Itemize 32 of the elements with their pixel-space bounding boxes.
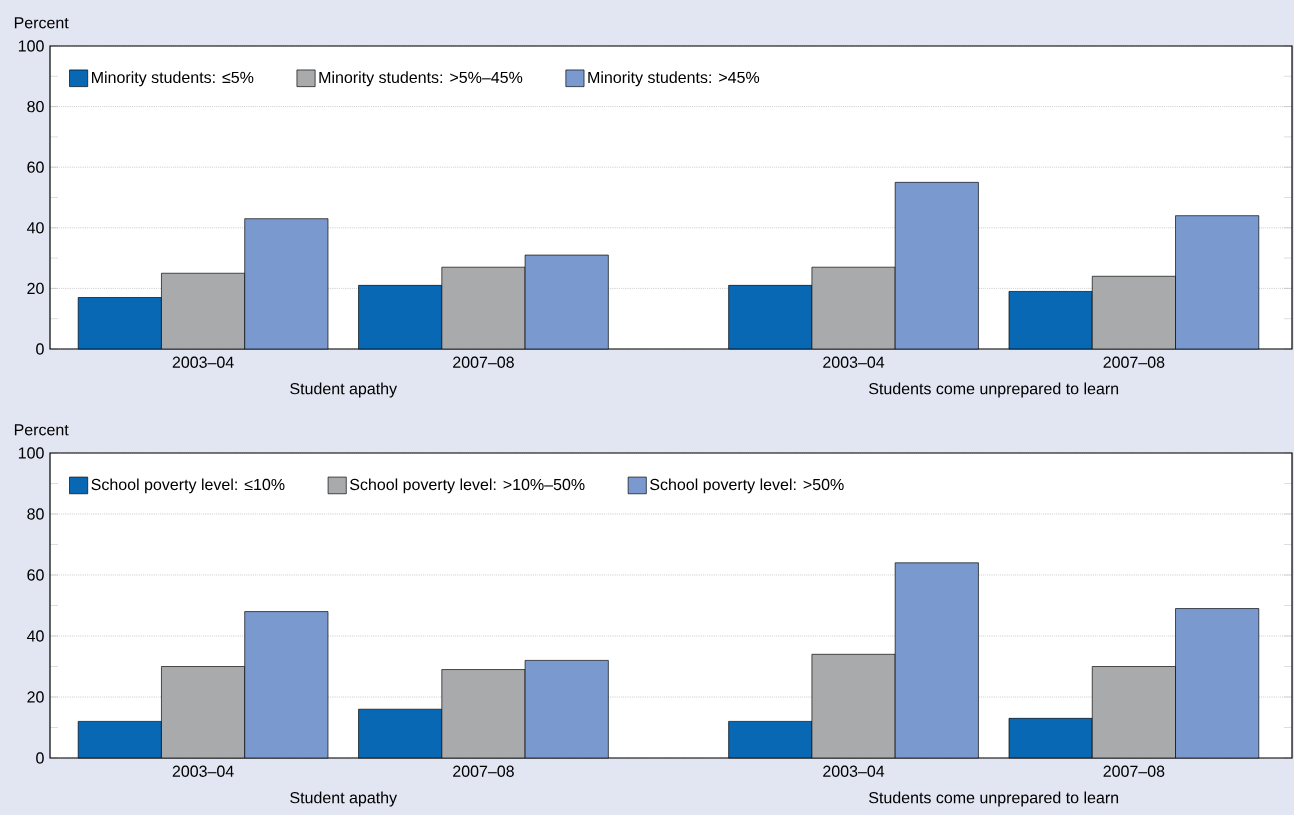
y-tick-label: 100	[18, 447, 44, 459]
y-tick-label: 80	[27, 100, 44, 113]
x-tick-label: 2007–08	[453, 356, 514, 368]
legend-label: Minority students: >5%–45%	[319, 71, 523, 87]
x-tick-label: 2007–08	[1103, 765, 1165, 777]
y-tick-label: 40	[26, 222, 44, 234]
legend-label: School poverty level: ≤10%	[91, 478, 285, 494]
y-axis-title: Percent	[14, 424, 69, 436]
y-tick-label: 80	[27, 508, 44, 520]
y-tick-label: 100	[18, 40, 44, 52]
y-tick-label: 0	[36, 343, 44, 355]
legend-label: Minority students: >45%	[588, 71, 760, 87]
y-tick-label: 60	[27, 569, 44, 581]
y-tick-label: 20	[27, 282, 44, 295]
text: Students come unprepared to learn	[869, 791, 1119, 807]
x-tick-label: 2007–08	[453, 765, 514, 777]
y-tick-label: 0	[36, 752, 44, 764]
y-tick-label: 60	[27, 161, 44, 173]
y-axis-title: Percent	[14, 17, 69, 29]
text: Student apathy	[290, 382, 398, 398]
y-tick-label: 40	[26, 630, 44, 642]
legend-label: Minority students: ≤5%	[92, 71, 254, 87]
x-tick-label: 2003–04	[823, 356, 885, 368]
x-tick-label: 2007–08	[1103, 356, 1165, 368]
legend-label: School poverty level: >10%–50%	[350, 478, 585, 494]
text: Students come unprepared to learn	[869, 382, 1119, 398]
text: Student apathy	[290, 791, 398, 807]
x-tick-label: 2003–04	[823, 765, 885, 777]
legend-label: School poverty level: >50%	[650, 478, 844, 494]
x-tick-label: 2003–04	[172, 765, 234, 777]
y-tick-label: 20	[27, 691, 44, 703]
x-tick-label: 2003–04	[172, 356, 234, 368]
